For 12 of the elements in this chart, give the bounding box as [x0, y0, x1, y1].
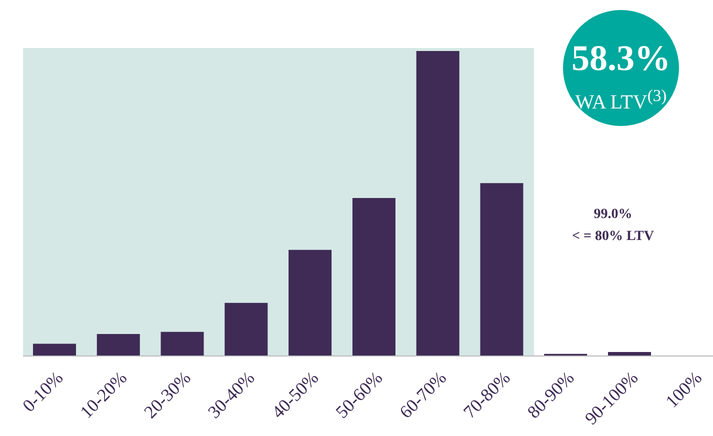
- bar: [224, 302, 268, 356]
- bar: [160, 332, 204, 356]
- bar: [33, 344, 76, 356]
- annotation: < = 80% LTV: [571, 228, 655, 246]
- annotation: 58.3%: [570, 38, 672, 78]
- bar: [352, 198, 396, 356]
- annotation: 99.0%: [592, 206, 634, 224]
- bar: [96, 334, 140, 356]
- bar: [480, 183, 524, 356]
- bar: [288, 250, 332, 356]
- annotation: WA LTV$^{(3)}$: [574, 85, 668, 115]
- bar: [416, 51, 460, 356]
